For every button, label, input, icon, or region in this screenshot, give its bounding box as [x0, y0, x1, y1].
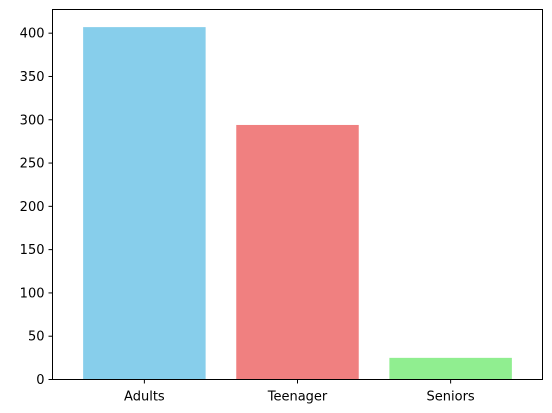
y-tick-label: 250 [20, 157, 45, 172]
y-tick-label: 400 [20, 27, 45, 42]
bar-teenager [236, 124, 359, 380]
bar-adults [83, 27, 206, 380]
x-tick-label: Seniors [427, 390, 475, 405]
y-tick-label: 350 [20, 70, 45, 85]
plot-frame [52, 9, 543, 380]
bars-group [83, 27, 512, 380]
y-tick-label: 0 [36, 373, 44, 388]
x-axis: Adults Teenager Seniors [124, 379, 475, 405]
x-tick-label: Adults [124, 390, 165, 405]
y-tick-label: 100 [20, 286, 45, 301]
bar-seniors [389, 357, 512, 380]
y-tick-label: 150 [20, 243, 45, 258]
y-tick-label: 50 [28, 330, 45, 345]
y-axis: 0 50 100 150 200 250 300 350 400 [20, 27, 53, 388]
y-tick-label: 300 [20, 113, 45, 128]
x-tick-label: Teenager [267, 390, 328, 405]
y-tick-label: 200 [20, 200, 45, 215]
